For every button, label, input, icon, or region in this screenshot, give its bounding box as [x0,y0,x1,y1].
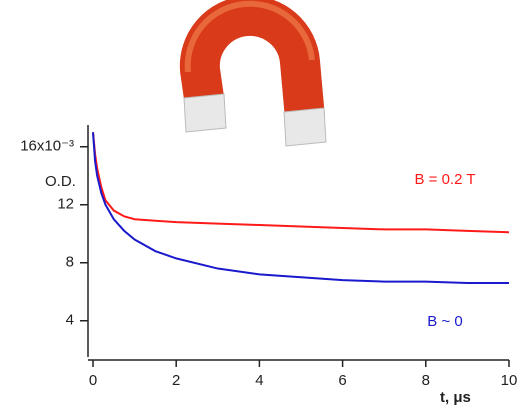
line-series [92,132,509,285]
y-axis-label: O.D. [45,173,76,190]
x-tick-label: 2 [172,372,180,389]
x-tick-label: 4 [255,372,263,389]
x-tick-label: 8 [422,372,430,389]
line-series [92,132,510,234]
x-tick-label: 0 [89,372,97,389]
x-tick-label: 6 [338,372,346,389]
x-axis-label: t, μs [440,389,471,406]
series-label: B ~ 0 [427,313,462,330]
series-label: B = 0.2 T [414,171,475,188]
y-tick-label: 4 [66,312,74,329]
y-tick-label: 8 [66,254,74,271]
magnet-illustration [179,0,327,147]
x-tick-label: 10 [501,372,518,389]
y-tick-label: 16x10⁻³ [20,138,74,155]
y-tick-label: 12 [57,196,74,213]
